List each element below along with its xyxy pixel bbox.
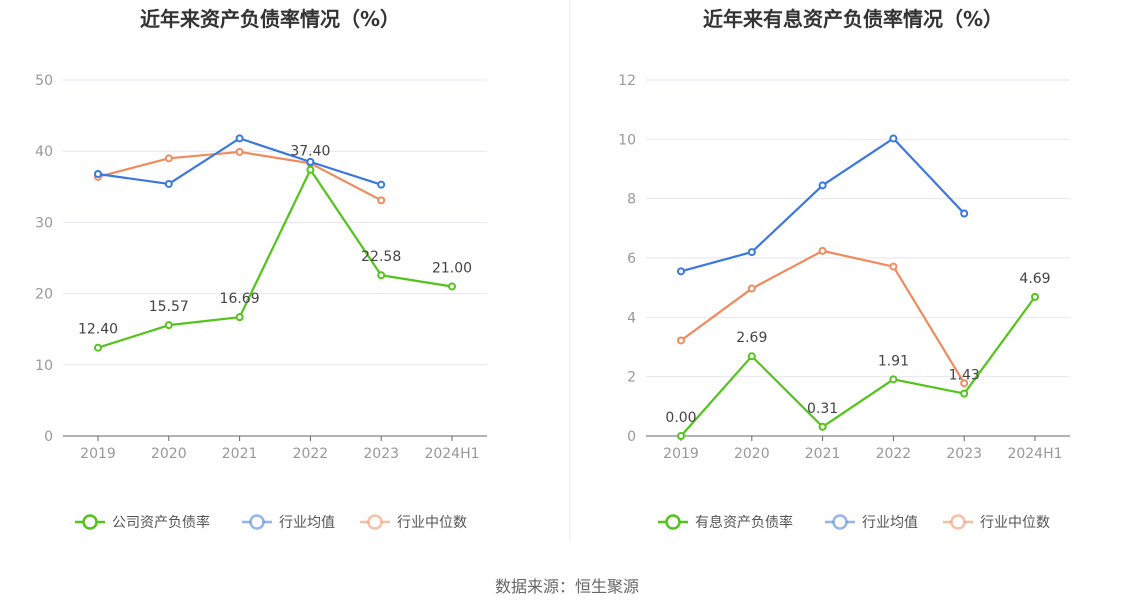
data-point [677, 432, 685, 440]
legend-marker [950, 514, 966, 530]
legend-marker [665, 514, 681, 530]
legend-label: 行业中位数 [397, 515, 467, 531]
data-point [960, 389, 969, 398]
data-point [164, 154, 173, 163]
y-tick-label: 8 [627, 192, 636, 208]
y-tick-label: 2 [627, 370, 636, 386]
data-point [306, 157, 315, 166]
data-point [889, 262, 898, 271]
data-point [235, 134, 244, 143]
y-tick-label: 50 [35, 73, 53, 89]
x-tick-label: 2023 [363, 446, 399, 462]
data-point [306, 165, 315, 174]
legend-label: 行业均值 [279, 515, 335, 531]
data-point [1031, 292, 1039, 301]
interest-bearing-debt-ratio-chart: 近年来有息资产负债率情况（%） 0 2 4 6 8 10 12 2019 2020 2021 2022… [618, 7, 1070, 531]
data-label: 4.69 [1019, 271, 1050, 287]
data-label: 1.91 [878, 353, 909, 369]
y-tick-label: 10 [35, 358, 53, 374]
x-tick-label: 2022 [876, 446, 912, 462]
data-label: 21.00 [432, 260, 472, 276]
data-point [94, 169, 102, 178]
data-label: 0.00 [665, 410, 696, 426]
data-point [377, 271, 386, 280]
data-label: 0.31 [807, 401, 838, 417]
data-point [747, 248, 756, 257]
series-line [97, 150, 382, 202]
data-point [94, 343, 102, 352]
data-label: 16.69 [220, 291, 260, 307]
x-tick-label: 2024H1 [424, 446, 479, 462]
data-point [377, 196, 386, 205]
data-point [889, 375, 898, 384]
data-point [747, 352, 756, 361]
y-tick-label: 40 [35, 144, 53, 160]
legend-marker [82, 514, 98, 530]
data-label: 12.40 [78, 322, 118, 338]
x-tick-label: 2024H1 [1007, 446, 1062, 462]
legend-marker [832, 514, 848, 530]
x-tick-label: 2019 [663, 446, 699, 462]
data-point [677, 267, 685, 276]
data-point [235, 147, 244, 156]
x-tick-label: 2020 [151, 446, 187, 462]
data-point [818, 181, 827, 190]
data-point [448, 282, 456, 291]
data-point [818, 422, 827, 431]
legend-label: 公司资产负债率 [112, 514, 210, 531]
data-label: 15.57 [149, 299, 189, 315]
data-point [889, 134, 898, 143]
x-tick-label: 2023 [946, 446, 982, 462]
legend-marker [367, 514, 383, 530]
data-point [747, 284, 756, 293]
data-source-note: 数据来源：恒生聚源 [495, 577, 639, 596]
legend-label: 有息资产负债率 [695, 514, 793, 531]
data-point [960, 379, 969, 388]
chart-title: 近年来有息资产负债率情况（%） [703, 7, 1003, 31]
legend-label: 行业中位数 [980, 515, 1050, 531]
x-tick-label: 2020 [734, 446, 770, 462]
data-point [164, 179, 173, 188]
y-tick-label: 0 [44, 429, 53, 445]
y-tick-label: 6 [627, 251, 636, 267]
debt-ratio-chart: 近年来资产负债率情况（%） 0 10 20 30 40 50 2019 2020 2021 2022… [35, 7, 487, 531]
chart-title: 近年来资产负债率情况（%） [140, 7, 400, 31]
legend-marker [249, 514, 265, 530]
data-point [164, 321, 173, 330]
data-point [377, 180, 386, 189]
data-point [677, 336, 685, 345]
series-line [97, 168, 453, 349]
x-tick-label: 2019 [80, 446, 116, 462]
x-tick-label: 2022 [293, 446, 329, 462]
y-tick-label: 10 [618, 132, 636, 148]
y-tick-label: 0 [627, 429, 636, 445]
x-tick-label: 2021 [222, 446, 258, 462]
series-line [680, 296, 1036, 437]
y-tick-label: 20 [35, 287, 53, 303]
data-label: 2.69 [736, 330, 767, 346]
legend-label: 行业均值 [862, 515, 918, 531]
data-point [818, 246, 827, 255]
x-tick-label: 2021 [805, 446, 841, 462]
data-label: 22.58 [361, 249, 401, 265]
data-label: 37.40 [290, 144, 330, 160]
y-tick-label: 4 [627, 310, 636, 326]
data-label: 1.43 [949, 368, 980, 384]
y-tick-label: 30 [35, 215, 53, 231]
data-point [960, 209, 969, 218]
data-point [235, 313, 244, 322]
y-tick-label: 12 [618, 73, 636, 89]
